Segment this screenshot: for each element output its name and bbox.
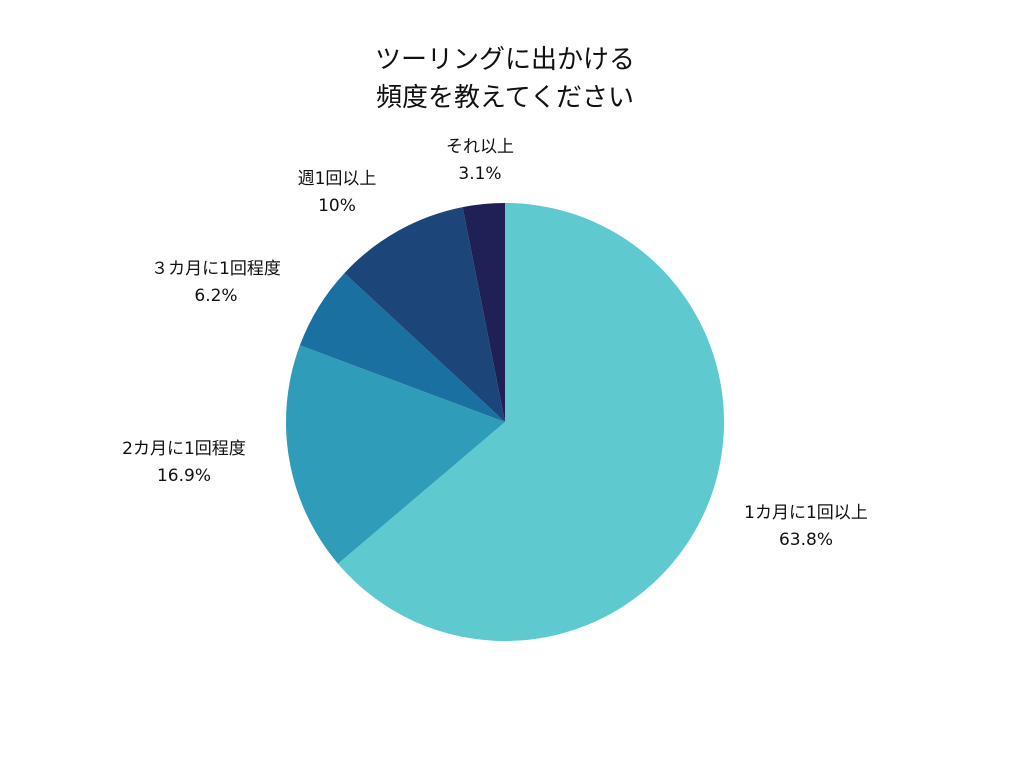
pie-labels: 1カ月に1回以上 63.8% 2カ月に1回程度 16.9% ３カ月に1回程度 6.2% 週1… xyxy=(122,137,868,550)
pie-slice xyxy=(338,203,724,642)
slice-category-label: ３カ月に1回程度 xyxy=(151,259,281,279)
pie-slices xyxy=(286,203,724,642)
slice-value-label: 63.8% xyxy=(779,530,833,550)
slice-value-label: 16.9% xyxy=(157,466,211,486)
pie-slice xyxy=(344,207,505,422)
slice-value-label: 10% xyxy=(318,196,356,216)
chart-title-line-2: 頻度を教えてください xyxy=(376,83,634,113)
slice-category-label: 週1回以上 xyxy=(298,169,377,189)
slice-value-label: 6.2% xyxy=(194,286,237,306)
pie-slice xyxy=(299,273,505,422)
slice-value-label: 3.1% xyxy=(458,164,501,184)
pie-slice xyxy=(286,345,505,564)
slice-category-label: それ以上 xyxy=(446,137,514,157)
chart-title-line-1: ツーリングに出かける xyxy=(375,45,635,75)
slice-category-label: 2カ月に1回程度 xyxy=(122,439,246,459)
slice-category-label: 1カ月に1回以上 xyxy=(744,503,868,523)
pie-slice xyxy=(462,203,505,422)
